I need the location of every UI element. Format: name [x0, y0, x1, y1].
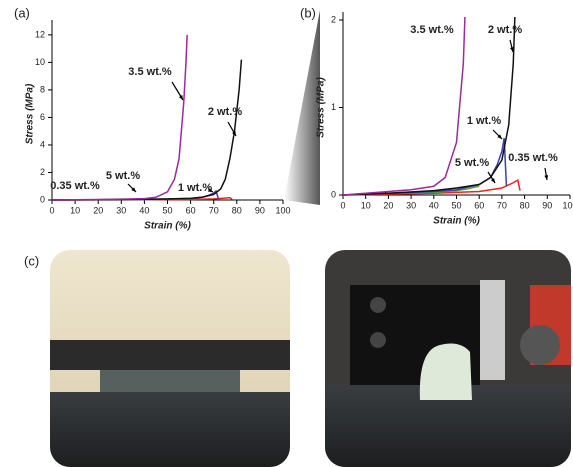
x-tick-label: 80	[520, 200, 530, 210]
curve-label: 3.5 wt.%	[410, 24, 454, 36]
curve	[343, 17, 516, 196]
curve	[343, 17, 466, 196]
arrow-head	[497, 134, 502, 139]
x-tick-label: 90	[542, 200, 552, 210]
curve-label: 5 wt.%	[106, 170, 140, 182]
x-tick-label: 0	[49, 205, 54, 215]
x-tick-label: 0	[340, 200, 345, 210]
arrow-head	[490, 178, 495, 183]
x-tick-label: 70	[497, 200, 507, 210]
curve-label: 2 wt.%	[208, 106, 242, 118]
x-tick-label: 100	[275, 205, 290, 215]
x-tick-label: 50	[451, 200, 461, 210]
curve-label: 0.35 wt.%	[50, 180, 100, 192]
y-tick-label: 12	[35, 29, 45, 39]
x-tick-label: 90	[255, 205, 265, 215]
zoom-wedge	[284, 10, 320, 205]
x-tick-label: 40	[139, 205, 149, 215]
curve	[52, 34, 188, 201]
curve-label: 3.5 wt.%	[128, 66, 172, 78]
y-tick-label: 10	[35, 57, 45, 67]
arrow-head	[544, 175, 549, 180]
plot-area	[343, 17, 521, 196]
curve-label: 5 wt.%	[455, 157, 489, 169]
panel-label: (a)	[14, 5, 30, 20]
x-tick-label: 20	[93, 205, 103, 215]
photo-right	[325, 250, 571, 467]
arrow-head	[509, 47, 514, 52]
x-tick-label: 100	[562, 200, 573, 210]
curve-label: 1 wt.%	[467, 115, 501, 127]
x-axis-label: Strain (%)	[144, 221, 191, 232]
x-tick-label: 10	[361, 200, 371, 210]
arrow-head	[178, 95, 183, 100]
y-tick-label: 8	[40, 84, 45, 94]
x-tick-label: 20	[383, 200, 393, 210]
panel-label: (b)	[300, 5, 316, 20]
curve-label: 2 wt.%	[488, 24, 522, 36]
x-tick-label: 50	[162, 205, 172, 215]
arrow-head	[131, 187, 136, 192]
panel-label: (c)	[24, 253, 39, 268]
x-tick-label: 10	[70, 205, 80, 215]
photo-left	[50, 250, 290, 467]
y-tick-label: 0	[331, 189, 336, 199]
y-tick-label: 2	[331, 14, 336, 24]
arrow-head	[208, 188, 213, 192]
x-tick-label: 80	[232, 205, 242, 215]
arrow-head	[232, 131, 236, 136]
curve-label: 1 wt.%	[178, 182, 212, 194]
x-tick-label: 30	[116, 205, 126, 215]
x-axis-label: Strain (%)	[433, 216, 480, 227]
x-tick-label: 30	[406, 200, 416, 210]
y-tick-label: 0	[40, 194, 45, 204]
y-axis-label: Stress (MPa)	[25, 83, 36, 144]
y-tick-label: 1	[331, 102, 336, 112]
curve-label: 0.35 wt.%	[508, 152, 558, 164]
y-tick-label: 4	[40, 139, 45, 149]
x-tick-label: 60	[474, 200, 484, 210]
plot-area	[52, 34, 243, 201]
y-tick-label: 2	[40, 167, 45, 177]
y-tick-label: 6	[40, 112, 45, 122]
x-tick-label: 70	[209, 205, 219, 215]
x-tick-label: 40	[429, 200, 439, 210]
y-axis-label: Stress (MPa)	[316, 77, 327, 138]
x-tick-label: 60	[186, 205, 196, 215]
curve	[343, 178, 521, 196]
